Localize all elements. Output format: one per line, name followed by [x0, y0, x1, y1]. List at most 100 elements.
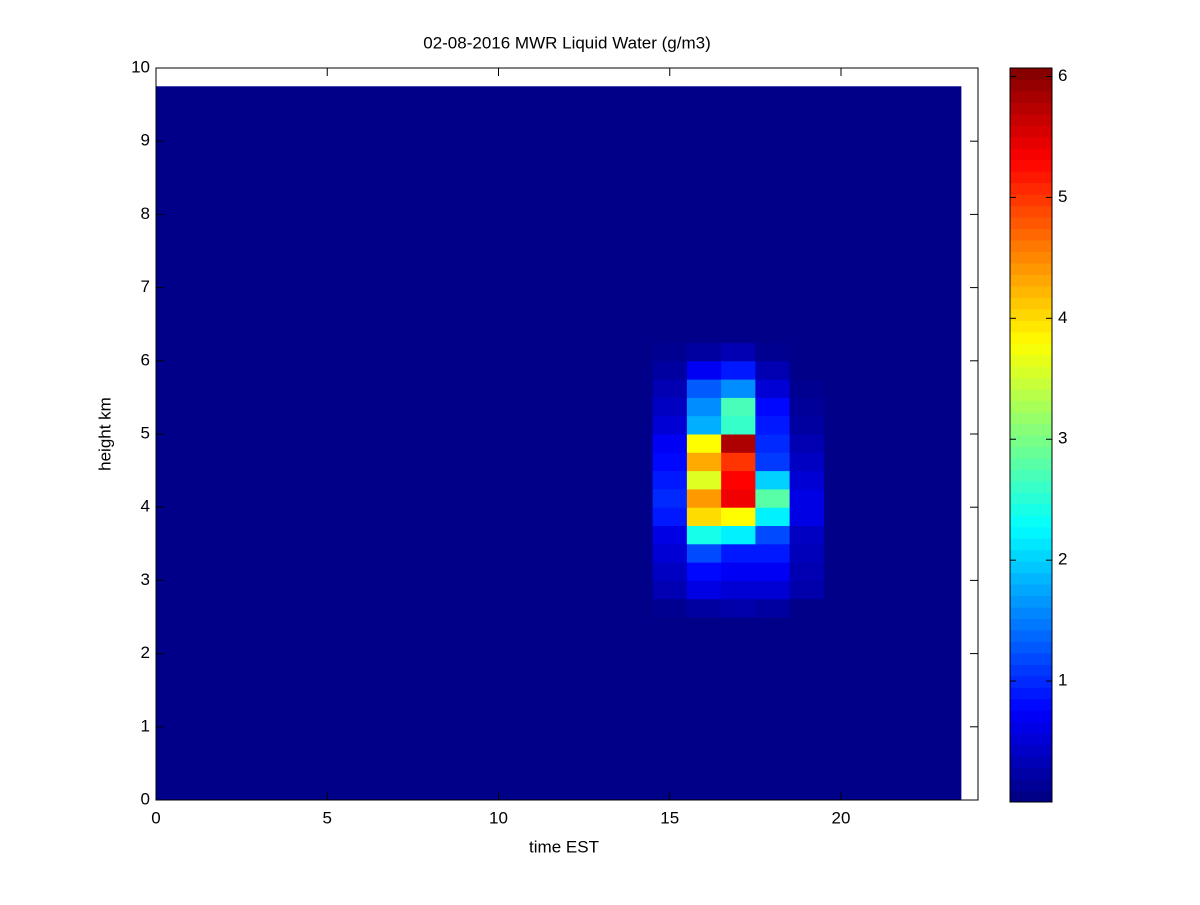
colorbar-swatch: [1010, 182, 1052, 195]
heatmap-cell: [755, 617, 791, 801]
heatmap-cell: [156, 360, 654, 380]
colorbar-tick-label: 6: [1058, 66, 1067, 85]
heatmap-cell: [156, 86, 654, 344]
heatmap-cell: [686, 379, 722, 398]
colorbar-swatch: [1010, 492, 1052, 505]
x-axis-label: time EST: [529, 837, 599, 856]
heatmap-cell: [755, 86, 791, 344]
colorbar-swatch: [1010, 68, 1052, 80]
y-tick-label: 0: [141, 789, 150, 808]
heatmap-cell: [652, 488, 688, 508]
heatmap-cell: [755, 507, 791, 526]
heatmap-cell: [755, 488, 791, 508]
heatmap-cell: [686, 525, 722, 545]
heatmap-cell: [755, 397, 791, 417]
heatmap-cell: [755, 379, 791, 398]
heatmap-cell: [686, 580, 722, 600]
colorbar-swatch: [1010, 584, 1052, 597]
heatmap-cell: [789, 397, 825, 417]
heatmap-cell: [156, 342, 654, 362]
heatmap-cell: [755, 580, 791, 600]
colorbar-tick-label: 2: [1058, 550, 1067, 569]
heatmap-cell: [156, 397, 654, 417]
colorbar-swatch: [1010, 113, 1052, 126]
y-tick-label: 5: [141, 423, 150, 442]
heatmap-cell: [652, 415, 688, 435]
colorbar-swatch: [1010, 756, 1052, 769]
colorbar-swatch: [1010, 698, 1052, 711]
colorbar-swatch: [1010, 400, 1052, 413]
colorbar-swatch: [1010, 687, 1052, 700]
colorbar-swatch: [1010, 412, 1052, 425]
heatmap-cell: [789, 342, 825, 362]
heatmap-cell: [789, 598, 825, 618]
y-tick-label: 3: [141, 570, 150, 589]
colorbar-swatch: [1010, 251, 1052, 264]
heatmap-cell: [156, 434, 654, 453]
heatmap-cell: [721, 617, 756, 801]
heatmap-cell: [686, 598, 722, 618]
heatmap-cell: [652, 86, 688, 344]
heatmap-cell: [156, 415, 654, 435]
colorbar-swatch: [1010, 710, 1052, 723]
heatmap-cell: [721, 415, 756, 435]
colorbar-swatch: [1010, 435, 1052, 447]
heatmap-cell: [652, 525, 688, 545]
colorbar-frame: [1009, 67, 1053, 803]
colorbar-swatch: [1010, 308, 1052, 321]
y-tick-label: 10: [131, 57, 150, 76]
colorbar-swatch: [1010, 240, 1052, 252]
heatmap-cell: [823, 488, 962, 508]
colorbar-swatch: [1010, 262, 1052, 275]
heatmap-cell: [755, 470, 791, 490]
colorbar-swatch: [1010, 205, 1052, 218]
heatmap-cell: [156, 543, 654, 563]
colorbar-swatch: [1010, 744, 1052, 757]
colorbar-swatch: [1010, 377, 1052, 390]
heatmap-cell: [686, 488, 722, 508]
heatmap-cell: [823, 434, 962, 453]
y-tick-label: 7: [141, 277, 150, 296]
heatmap-cell: [823, 507, 962, 526]
heatmap-cell: [789, 434, 825, 453]
colorbar-swatch: [1010, 90, 1052, 103]
heatmap-cell: [721, 525, 756, 545]
heatmap-cell: [721, 434, 756, 453]
heatmap-cell: [721, 470, 756, 490]
heatmap-cell: [156, 488, 654, 508]
heatmap-cell: [721, 488, 756, 508]
y-tick-label: 8: [141, 204, 150, 223]
y-tick-label: 9: [141, 131, 150, 150]
heatmap-cell: [789, 452, 825, 472]
heatmap-cell: [156, 452, 654, 472]
heatmap-cell: [652, 598, 688, 618]
heatmap-cell: [686, 562, 722, 581]
x-tick-label: 20: [832, 808, 851, 827]
heatmap-cell: [823, 470, 962, 490]
colorbar-swatch: [1010, 641, 1052, 654]
heatmap-cell: [652, 470, 688, 490]
colorbar-swatch: [1010, 331, 1052, 344]
heatmap-cell: [823, 397, 962, 417]
colorbar-swatch: [1010, 675, 1052, 688]
colorbar-swatch: [1010, 171, 1052, 184]
heatmap-cell: [156, 617, 654, 801]
colorbar-swatch: [1010, 515, 1052, 528]
heatmap-cell: [823, 543, 962, 563]
y-axis-label: height km: [95, 397, 114, 471]
colorbar-swatch: [1010, 79, 1052, 92]
heatmap-cell: [652, 452, 688, 472]
heatmap-cell: [686, 617, 722, 801]
heatmap-cell: [652, 562, 688, 581]
colorbar-swatch: [1010, 125, 1052, 138]
colorbar-swatch: [1010, 274, 1052, 287]
colorbar-swatch: [1010, 457, 1052, 470]
heatmap-cell: [721, 360, 756, 380]
colorbar-swatch: [1010, 194, 1052, 207]
colorbar-swatch: [1010, 228, 1052, 241]
heatmap-cell: [156, 379, 654, 398]
heatmap-cell: [156, 580, 654, 600]
x-tick-label: 15: [660, 808, 679, 827]
colorbar-swatch: [1010, 721, 1052, 734]
colorbar-swatch: [1010, 629, 1052, 642]
